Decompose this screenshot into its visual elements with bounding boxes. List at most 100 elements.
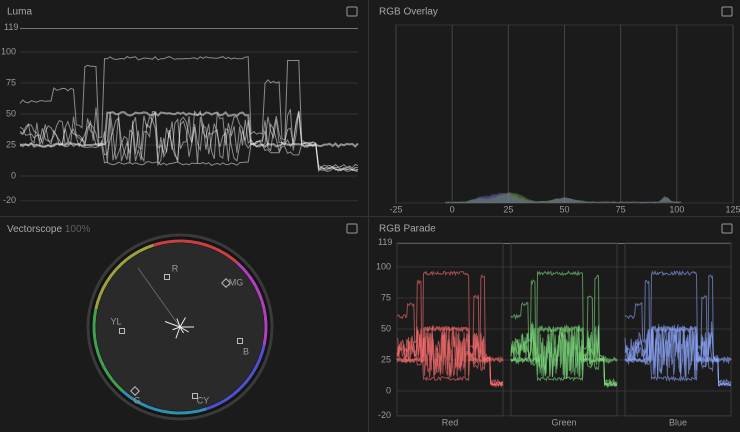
panel-title: RGB Overlay — [379, 7, 438, 18]
panel-title: Vectorscope — [7, 224, 62, 235]
target-label: R — [172, 263, 179, 273]
channel-frame — [624, 242, 732, 417]
color-ring — [260, 299, 267, 316]
target-label: G — [133, 395, 140, 405]
color-ring — [92, 308, 98, 325]
panel-title: RGB Parade — [379, 224, 436, 235]
color-ring — [114, 258, 128, 271]
color-ring — [224, 252, 239, 265]
scale-label: -20 — [378, 410, 391, 420]
color-ring — [197, 241, 213, 249]
x-tick-label: 100 — [669, 204, 684, 214]
x-tick-label: 25 — [503, 204, 513, 214]
waveform-trace — [19, 109, 359, 171]
scale-label: 25 — [381, 354, 391, 364]
scale-label: 119 — [378, 237, 392, 247]
vector-trace — [172, 326, 181, 331]
scale-label: 50 — [6, 108, 16, 118]
scopes: 119 100 75 50 25 0 -20 -25 0 25 50 75 100 125 R MG YL B G C… — [1, 22, 740, 428]
scale-label: 75 — [381, 292, 391, 302]
waveform-trace — [624, 326, 732, 387]
settings-button[interactable] — [346, 223, 358, 234]
scale-label: 100 — [376, 261, 391, 271]
target-box — [221, 278, 231, 288]
target-label: YL — [110, 316, 121, 326]
color-ring — [236, 261, 249, 275]
color-ring — [138, 243, 154, 253]
waveform-trace — [510, 323, 618, 388]
channel-label: Blue — [669, 417, 687, 427]
color-ring — [182, 239, 199, 245]
color-ring — [242, 371, 255, 386]
vector-trace — [179, 317, 186, 328]
color-ring — [232, 383, 246, 396]
scale-label: -20 — [3, 195, 16, 205]
waveform-trace — [396, 325, 504, 387]
channel-label: Red — [442, 417, 459, 427]
color-ring — [191, 407, 208, 414]
target-box — [237, 338, 243, 344]
x-tick-label: 125 — [725, 204, 740, 214]
target-box — [130, 386, 140, 396]
channel-frame — [396, 242, 504, 417]
color-ring — [133, 398, 149, 409]
color-ring — [105, 268, 118, 283]
scale-label: 50 — [381, 323, 391, 333]
color-ring — [152, 240, 169, 247]
color-ring — [98, 280, 109, 296]
color-ring — [254, 285, 264, 301]
color-ring — [94, 294, 102, 310]
histogram-trace — [445, 192, 682, 204]
scale-label: 119 — [4, 22, 18, 32]
vector-trace — [179, 326, 189, 333]
target-label: B — [243, 346, 249, 356]
color-ring — [246, 273, 258, 288]
color-ring — [263, 314, 268, 331]
histogram-trace — [445, 192, 682, 204]
vector-trace — [176, 318, 181, 328]
vector-trace — [179, 326, 184, 334]
skin-tone-line — [137, 267, 181, 328]
color-ring — [92, 323, 97, 340]
scale-label: 75 — [6, 77, 16, 87]
color-ring — [251, 358, 262, 374]
color-ring — [206, 401, 222, 411]
scale-label: 0 — [386, 385, 391, 395]
vector-trace — [175, 326, 181, 339]
color-ring — [219, 393, 234, 405]
color-ring — [121, 389, 136, 402]
panel-title: Luma — [7, 7, 32, 18]
target-box — [192, 393, 198, 399]
color-ring — [126, 249, 141, 261]
x-tick-label: -25 — [389, 204, 402, 214]
color-ring — [161, 409, 178, 415]
color-ring — [176, 410, 193, 415]
histogram-trace — [445, 192, 682, 204]
zoom-level: 100% — [65, 224, 91, 235]
settings-button[interactable] — [721, 223, 733, 234]
color-ring — [102, 366, 114, 381]
color-ring — [147, 405, 163, 413]
scale-label: 25 — [6, 139, 16, 149]
color-ring — [167, 239, 184, 244]
target-label: MG — [229, 277, 244, 287]
color-ring — [258, 344, 266, 360]
settings-button[interactable] — [721, 6, 733, 17]
x-tick-label: 0 — [450, 204, 455, 214]
color-ring — [96, 353, 106, 369]
x-tick-label: 75 — [616, 204, 626, 214]
target-box — [119, 328, 125, 334]
settings-button[interactable] — [346, 6, 358, 17]
channel-frame — [510, 242, 618, 417]
target-label: CY — [197, 395, 210, 405]
color-ring — [111, 379, 124, 393]
scale-label: 100 — [1, 46, 16, 56]
vector-trace — [164, 321, 181, 328]
waveform-trace — [19, 107, 359, 173]
color-ring — [262, 329, 268, 346]
x-tick-label: 50 — [559, 204, 569, 214]
settings-icons — [346, 6, 733, 234]
color-ring — [211, 245, 227, 256]
channel-label: Green — [551, 417, 576, 427]
